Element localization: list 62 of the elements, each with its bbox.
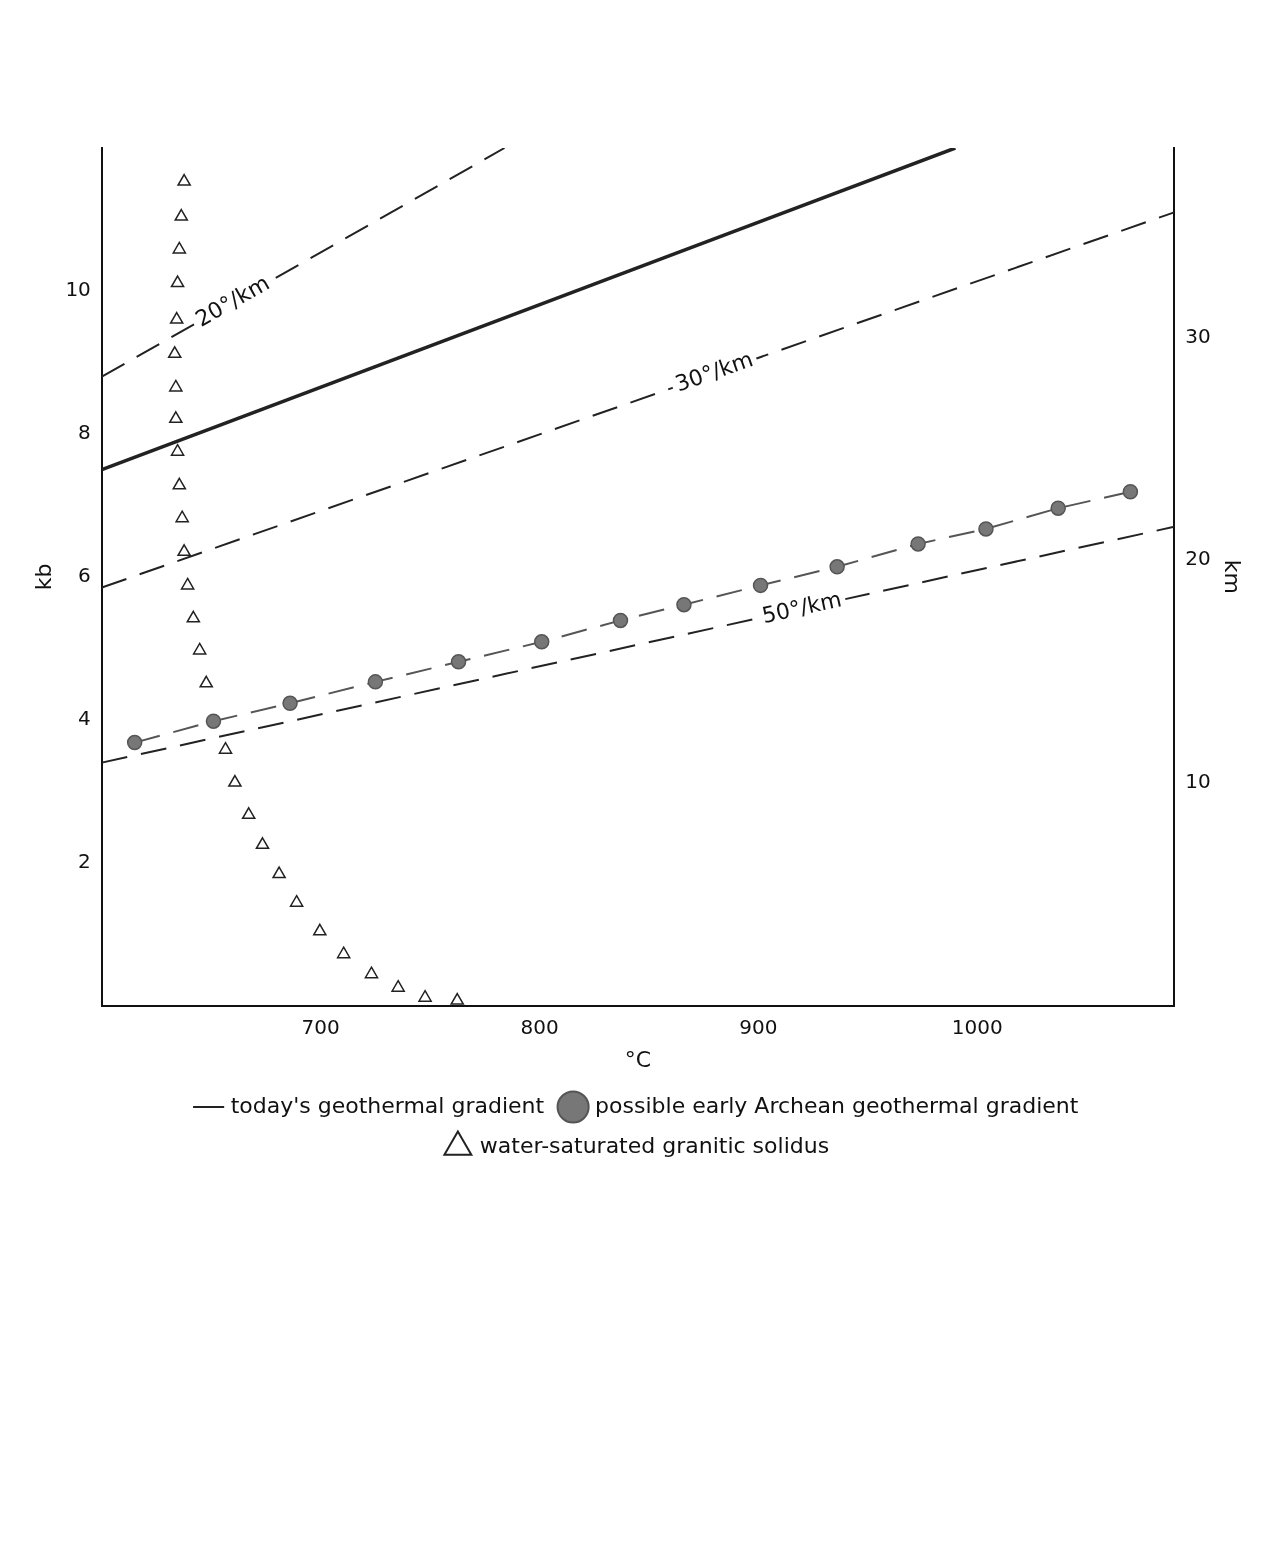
legend-label: possible early Archean geothermal gradient (595, 1092, 1079, 1118)
point (978, 521, 994, 537)
point (450, 992, 465, 1005)
y-axis-title: kb (30, 563, 56, 591)
legend-label: today's geothermal gradient (230, 1092, 545, 1118)
x-tick-label: 900 (739, 1014, 778, 1039)
point (169, 379, 183, 392)
point (199, 675, 214, 688)
point (175, 510, 189, 523)
point (186, 610, 201, 623)
point (169, 311, 184, 324)
point (228, 774, 242, 787)
point (172, 477, 187, 490)
point (533, 634, 550, 650)
y-tick-label: 10 (65, 277, 91, 302)
point (241, 807, 256, 820)
y2-axis-title: km (1220, 559, 1246, 594)
point (255, 837, 270, 850)
y2-tick-label: 30 (1185, 323, 1211, 348)
x-tick-label: 700 (301, 1014, 340, 1039)
y-tick-label: 8 (78, 420, 91, 445)
x-tick-label: 800 (520, 1014, 559, 1039)
point (180, 577, 195, 590)
point (418, 989, 432, 1002)
point (205, 713, 222, 729)
point (1050, 500, 1066, 516)
point (172, 241, 187, 254)
point (169, 411, 183, 424)
point (170, 443, 185, 456)
point (450, 654, 467, 670)
legend-label: water-saturated granitic solidus (479, 1132, 830, 1158)
point (272, 866, 286, 879)
point (282, 695, 298, 712)
x-tick-label: 1000 (951, 1014, 1003, 1039)
point (177, 544, 191, 557)
point (910, 536, 926, 552)
y2-tick-label: 10 (1185, 769, 1211, 794)
point (367, 674, 384, 690)
annotation: 30°/km (671, 346, 757, 397)
point (752, 577, 769, 594)
annotation: 50°/km (759, 586, 844, 629)
point (313, 923, 327, 936)
point (174, 208, 189, 221)
point (167, 346, 182, 359)
y-tick-label: 2 (78, 848, 91, 873)
point (170, 275, 185, 288)
y-tick-label: 4 (78, 705, 91, 730)
point (676, 596, 692, 613)
point (364, 966, 379, 979)
point (218, 742, 233, 754)
x-axis-title: °C (624, 1046, 652, 1072)
y2-tick-label: 20 (1185, 546, 1211, 571)
point (177, 173, 191, 186)
point (1122, 484, 1139, 500)
point (126, 734, 143, 751)
point (192, 642, 207, 655)
point (829, 559, 845, 575)
point (391, 979, 405, 992)
y-tick-label: 6 (78, 563, 91, 587)
point (612, 612, 629, 629)
point (289, 894, 304, 907)
point (336, 946, 351, 959)
